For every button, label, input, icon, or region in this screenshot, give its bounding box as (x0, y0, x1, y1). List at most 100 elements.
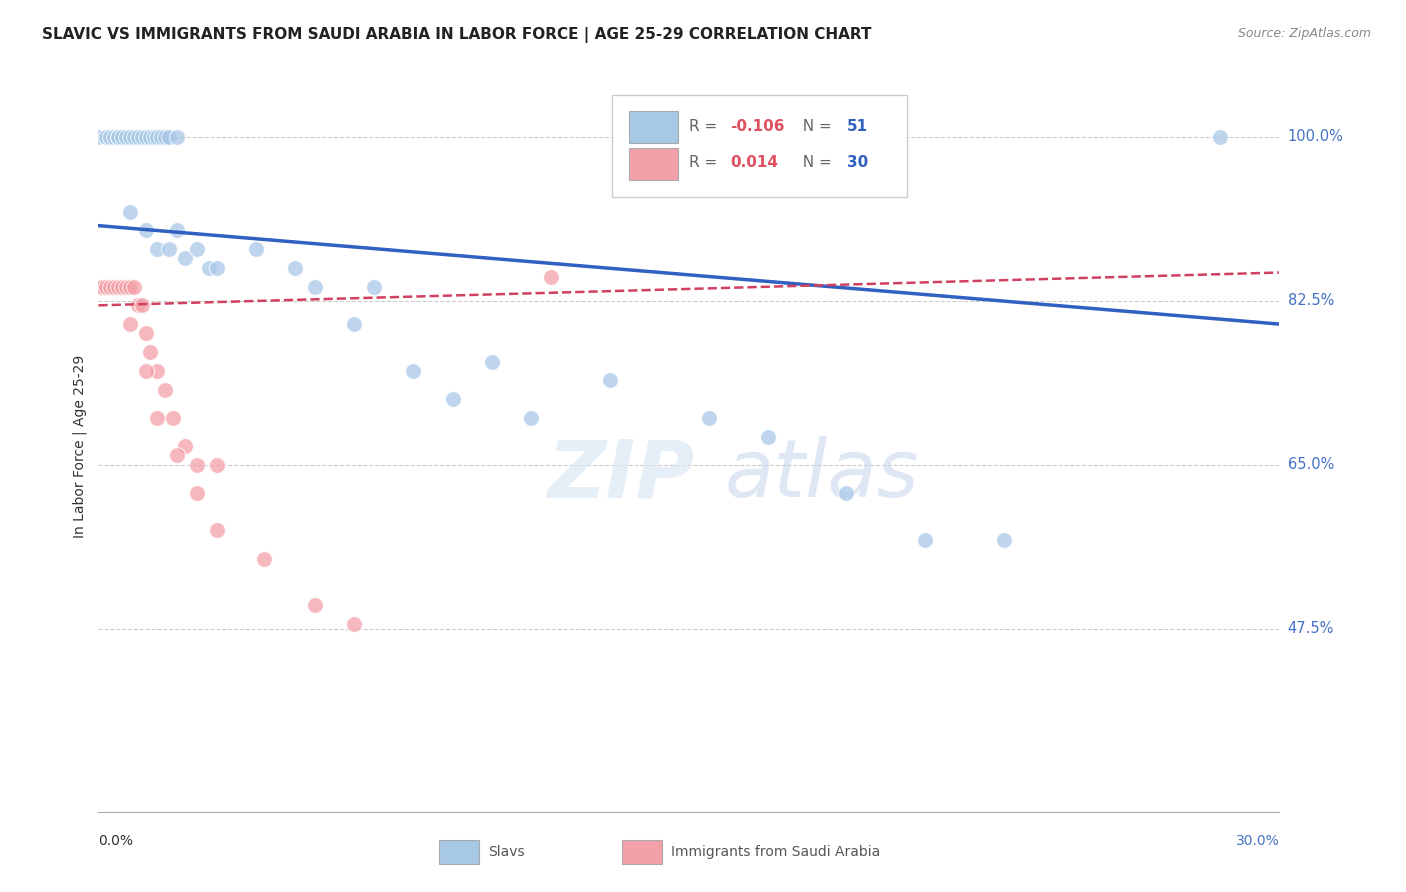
Point (103, 279, 125, 293)
FancyBboxPatch shape (628, 111, 678, 144)
Point (756, 429, 779, 443)
Text: 47.5%: 47.5% (1288, 622, 1334, 636)
Point (115, 129, 138, 144)
Point (131, 298, 153, 312)
Point (91, 279, 114, 293)
Point (205, 524, 228, 538)
Point (146, 410, 169, 425)
Point (138, 345, 160, 359)
Point (122, 129, 145, 144)
Point (186, 458, 208, 472)
Point (111, 129, 134, 144)
Point (186, 242, 208, 256)
Point (343, 317, 366, 331)
Text: 0.014: 0.014 (730, 155, 779, 170)
Text: N =: N = (793, 119, 837, 134)
Point (127, 129, 149, 144)
Point (115, 279, 138, 293)
Point (481, 354, 503, 368)
Point (599, 373, 621, 387)
Point (914, 533, 936, 547)
Point (87, 279, 110, 293)
Point (284, 260, 307, 275)
Point (253, 551, 276, 566)
Point (835, 486, 858, 500)
Point (1209, 129, 1232, 144)
Point (304, 599, 326, 613)
Point (166, 449, 188, 463)
Point (186, 486, 208, 500)
Point (146, 129, 169, 144)
Point (118, 317, 141, 331)
Point (103, 129, 125, 144)
Point (107, 129, 129, 144)
Point (993, 533, 1015, 547)
Point (118, 204, 141, 219)
Text: 82.5%: 82.5% (1288, 293, 1334, 308)
Point (697, 410, 720, 425)
Point (87, 129, 110, 144)
Point (157, 242, 180, 256)
Text: ZIP: ZIP (547, 436, 695, 515)
FancyBboxPatch shape (612, 95, 907, 197)
Point (197, 260, 219, 275)
FancyBboxPatch shape (439, 839, 478, 864)
Text: R =: R = (689, 119, 723, 134)
Point (146, 364, 169, 378)
FancyBboxPatch shape (628, 147, 678, 180)
Point (135, 364, 157, 378)
Point (142, 129, 165, 144)
Point (96, 129, 118, 144)
Point (135, 223, 157, 237)
Point (402, 364, 425, 378)
Point (205, 458, 228, 472)
Point (127, 298, 149, 312)
Point (166, 129, 188, 144)
Point (150, 129, 173, 144)
Point (98, 279, 121, 293)
Point (135, 326, 157, 341)
Text: 65.0%: 65.0% (1288, 458, 1334, 472)
FancyBboxPatch shape (621, 839, 662, 864)
Text: SLAVIC VS IMMIGRANTS FROM SAUDI ARABIA IN LABOR FORCE | AGE 25-29 CORRELATION CH: SLAVIC VS IMMIGRANTS FROM SAUDI ARABIA I… (42, 27, 872, 43)
Text: 30: 30 (848, 155, 869, 170)
Text: atlas: atlas (724, 436, 920, 515)
Point (118, 279, 141, 293)
Text: R =: R = (689, 155, 723, 170)
Point (157, 129, 180, 144)
Point (520, 410, 543, 425)
Text: Source: ZipAtlas.com: Source: ZipAtlas.com (1237, 27, 1371, 40)
Text: Slavs: Slavs (488, 845, 524, 859)
Point (96, 279, 118, 293)
Point (122, 279, 145, 293)
Point (205, 260, 228, 275)
Point (107, 129, 129, 144)
Point (441, 392, 464, 406)
Point (155, 383, 177, 397)
Text: 0.0%: 0.0% (98, 834, 134, 848)
Point (135, 129, 157, 144)
Point (343, 617, 366, 632)
Point (111, 279, 134, 293)
Text: 30.0%: 30.0% (1236, 834, 1279, 848)
Text: N =: N = (793, 155, 837, 170)
Point (304, 279, 326, 293)
Point (245, 242, 267, 256)
Point (162, 410, 184, 425)
Point (98, 129, 121, 144)
Point (131, 129, 153, 144)
Point (146, 242, 169, 256)
Text: 100.0%: 100.0% (1288, 129, 1344, 144)
Point (174, 252, 197, 266)
Y-axis label: In Labor Force | Age 25-29: In Labor Force | Age 25-29 (73, 354, 87, 538)
Text: 51: 51 (848, 119, 869, 134)
Point (155, 129, 177, 144)
Point (166, 223, 188, 237)
Point (118, 129, 141, 144)
Text: Immigrants from Saudi Arabia: Immigrants from Saudi Arabia (671, 845, 880, 859)
Text: -0.106: -0.106 (730, 119, 785, 134)
Point (540, 270, 562, 285)
Point (174, 439, 197, 453)
Point (363, 279, 385, 293)
Point (107, 279, 129, 293)
